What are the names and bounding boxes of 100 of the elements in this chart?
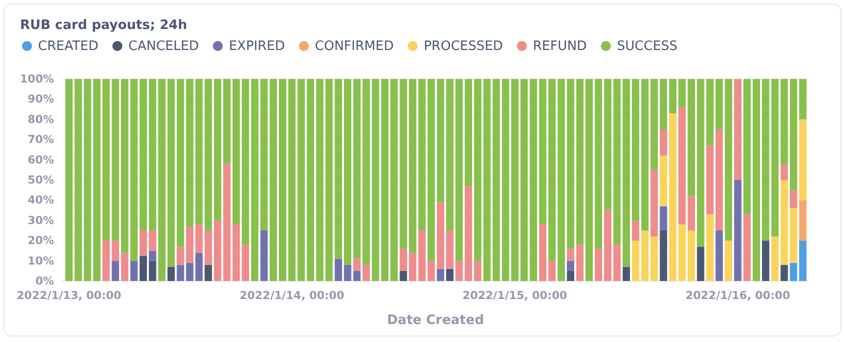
bar bbox=[688, 230, 696, 281]
bar bbox=[696, 246, 704, 281]
bar bbox=[622, 266, 630, 281]
x-tick-label: 2022/1/15, 00:00 bbox=[462, 288, 568, 302]
bar bbox=[176, 79, 184, 247]
bar bbox=[140, 230, 147, 256]
bar bbox=[799, 119, 806, 200]
bar bbox=[436, 202, 444, 269]
legend-label: CREATED bbox=[38, 39, 98, 54]
bar bbox=[186, 226, 194, 263]
bar bbox=[678, 224, 686, 281]
bar bbox=[474, 260, 482, 281]
y-tick-label: 10% bbox=[28, 254, 54, 268]
bar bbox=[716, 230, 723, 281]
bar bbox=[121, 252, 128, 281]
bar bbox=[650, 79, 658, 170]
bar bbox=[167, 266, 175, 281]
bar bbox=[446, 230, 454, 269]
bar bbox=[678, 107, 686, 224]
bar bbox=[799, 200, 806, 241]
bar bbox=[186, 262, 194, 281]
bar bbox=[353, 258, 361, 271]
bar bbox=[446, 79, 454, 230]
bar bbox=[84, 79, 92, 281]
bar bbox=[344, 264, 352, 281]
bar bbox=[622, 79, 630, 267]
bar bbox=[678, 79, 686, 108]
bar bbox=[418, 79, 426, 230]
bar bbox=[436, 79, 444, 202]
bar bbox=[242, 79, 250, 245]
bar bbox=[613, 79, 621, 245]
bar bbox=[585, 79, 593, 281]
bar bbox=[780, 180, 788, 265]
bar bbox=[771, 79, 779, 237]
bar bbox=[780, 79, 788, 164]
bar bbox=[408, 79, 416, 253]
bar bbox=[65, 79, 73, 281]
bar bbox=[74, 79, 82, 281]
bar bbox=[372, 79, 380, 281]
bar bbox=[790, 190, 798, 208]
bar bbox=[539, 224, 546, 281]
bar bbox=[353, 79, 361, 259]
bar bbox=[594, 79, 602, 249]
legend-label: PROCESSED bbox=[424, 39, 503, 54]
bar bbox=[492, 79, 500, 281]
bar bbox=[112, 260, 120, 281]
bar bbox=[158, 79, 166, 281]
bar bbox=[344, 79, 352, 265]
bar bbox=[520, 79, 528, 281]
bar bbox=[242, 244, 250, 281]
bar bbox=[204, 79, 212, 230]
bar bbox=[716, 130, 723, 230]
bar bbox=[660, 156, 668, 206]
chart-title: RUB card payouts; 24h bbox=[20, 18, 188, 33]
legend-label: REFUND bbox=[532, 39, 587, 54]
bar bbox=[548, 79, 556, 261]
x-tick-label: 2022/1/14, 00:00 bbox=[240, 288, 345, 302]
bar bbox=[566, 270, 574, 281]
legend-label: CANCELED bbox=[128, 39, 199, 54]
bar bbox=[511, 79, 519, 281]
bar bbox=[613, 244, 621, 281]
bar bbox=[762, 79, 770, 241]
bar bbox=[724, 240, 732, 281]
bar bbox=[576, 79, 584, 245]
bar bbox=[660, 79, 668, 130]
bar bbox=[724, 79, 732, 241]
x-tick-label: 2022/1/16, 00:00 bbox=[685, 288, 790, 302]
bar bbox=[298, 79, 305, 281]
bar bbox=[167, 79, 175, 267]
bar bbox=[306, 79, 314, 281]
bar bbox=[660, 130, 668, 156]
bar bbox=[780, 264, 788, 281]
bar bbox=[632, 220, 640, 241]
y-tick-label: 70% bbox=[28, 133, 54, 146]
bar bbox=[428, 260, 435, 281]
bar bbox=[604, 79, 612, 210]
bar bbox=[734, 79, 742, 180]
bar bbox=[436, 268, 444, 281]
y-tick-label: 20% bbox=[28, 234, 54, 248]
bar bbox=[688, 196, 696, 230]
bar bbox=[148, 250, 156, 261]
bar bbox=[195, 252, 203, 281]
y-tick-label: 40% bbox=[28, 194, 54, 207]
bar bbox=[752, 79, 760, 281]
bar bbox=[660, 230, 668, 281]
bar bbox=[148, 79, 156, 230]
bar bbox=[130, 79, 138, 261]
bar bbox=[148, 260, 156, 281]
bar bbox=[743, 214, 751, 281]
legend-label: EXPIRED bbox=[228, 39, 285, 54]
bar bbox=[566, 79, 574, 249]
bar bbox=[400, 248, 408, 271]
bar bbox=[418, 230, 426, 281]
bar bbox=[539, 79, 546, 224]
bar bbox=[140, 256, 147, 281]
bar bbox=[251, 79, 258, 281]
bar bbox=[93, 79, 101, 281]
bar bbox=[566, 248, 574, 261]
bar bbox=[669, 79, 676, 114]
bar bbox=[204, 230, 212, 265]
